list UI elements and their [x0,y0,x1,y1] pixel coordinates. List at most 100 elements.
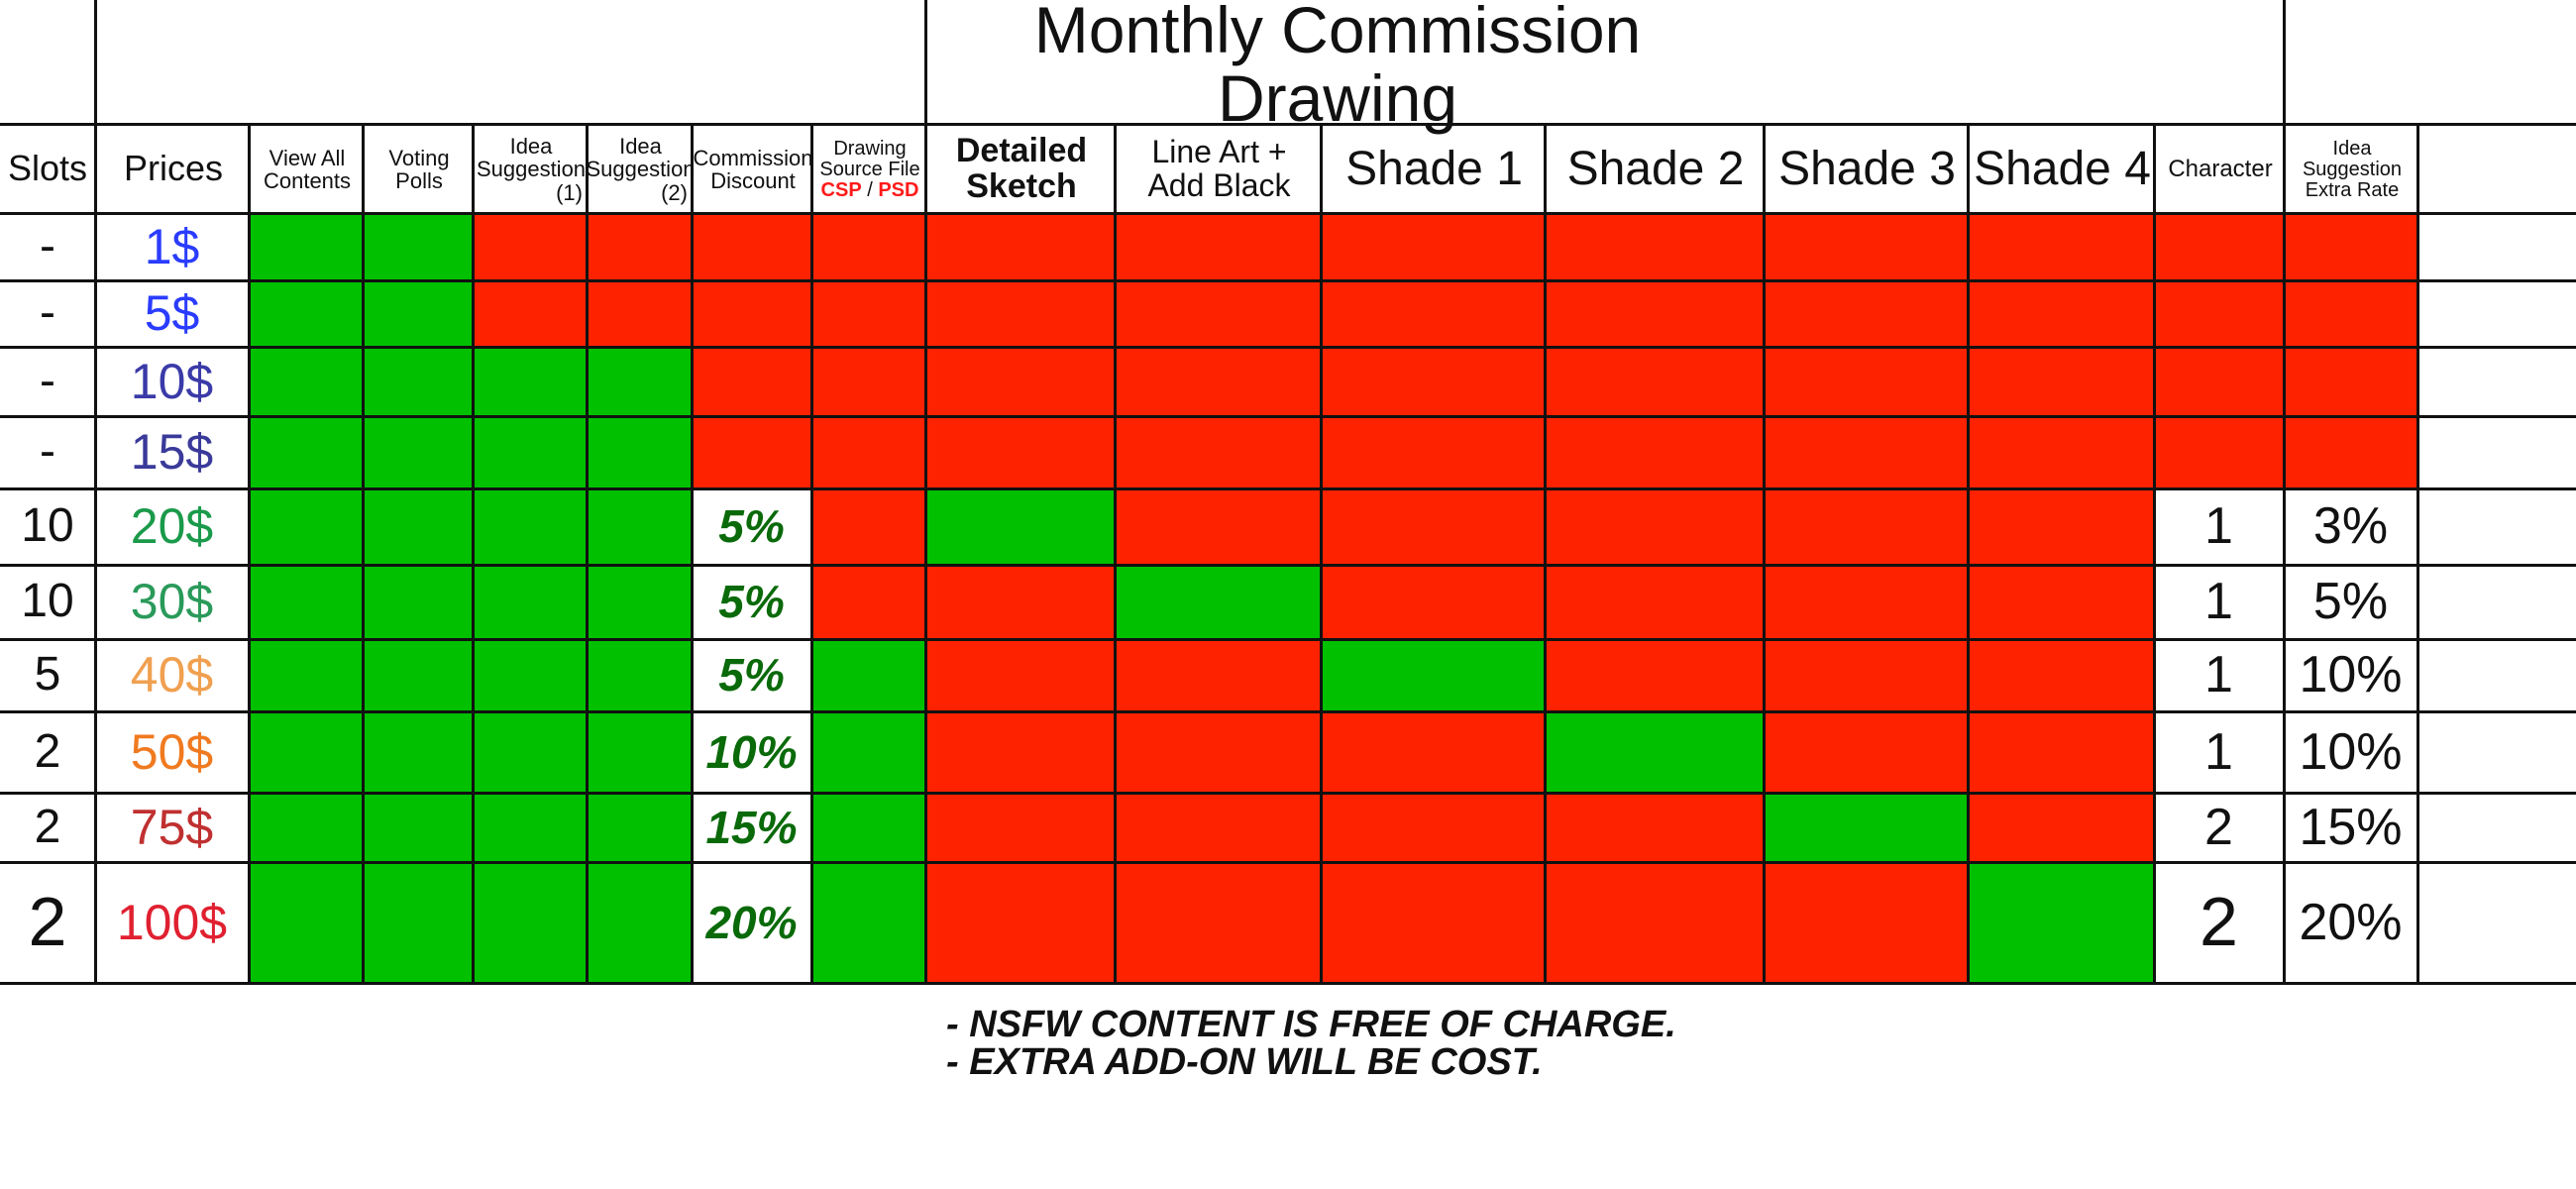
feature-cell [2284,639,2417,711]
feature-cell [249,416,363,488]
feature-cell [1115,793,1321,862]
feature-cell [1321,793,1545,862]
price: 10$ [130,353,214,409]
column-divider [2153,124,2156,983]
feature-cell [363,793,473,862]
row-divider [0,212,2576,215]
feature-cell [2154,862,2284,983]
feature-cell [1968,280,2154,347]
feature-cell [587,488,692,565]
feature-cell [925,639,1115,711]
feature-cell [1764,862,1968,983]
feature-cell [811,488,925,565]
feature-cell [1968,639,2154,711]
feature-cell [692,213,811,280]
feature-cell [1321,213,1545,280]
feature-cell [2284,711,2417,793]
slots-count: - [40,425,55,479]
feature-cell [473,488,587,565]
extra-rate: 15% [2299,798,2403,856]
column-divider [1967,124,1970,983]
column-divider [1320,124,1323,983]
feature-cell [1545,565,1764,639]
psd-label: PSD [878,178,919,201]
feature-cell [811,565,925,639]
feature-cell [925,565,1115,639]
feature-cell [249,862,363,983]
feature-cell [1545,793,1764,862]
header-character: Character [2168,156,2273,183]
feature-cell [2284,213,2417,280]
feature-cell [1968,565,2154,639]
row-divider [0,982,2576,985]
feature-cell [811,793,925,862]
feature-cell [811,347,925,416]
feature-cell [1545,280,1764,347]
column-divider [810,124,813,983]
character-count: 1 [2204,573,2233,631]
feature-cell [473,565,587,639]
row-divider [0,792,2576,795]
feature-cell [692,793,811,862]
header-view-all: View All Contents [263,145,352,193]
extra-rate: 10% [2299,646,2403,704]
feature-cell [249,213,363,280]
price: 50$ [130,723,214,780]
feature-cell [2284,793,2417,862]
feature-cell [811,711,925,793]
feature-cell [587,280,692,347]
feature-cell [249,347,363,416]
feature-cell [473,639,587,711]
csp-label: CSP [820,178,862,201]
note-addon: - EXTRA ADD-ON WILL BE COST. [946,1041,1543,1083]
character-count: 1 [2204,646,2233,704]
feature-cell [1968,213,2154,280]
feature-cell [1764,347,1968,416]
page-title: Monthly Commission Drawing [1033,0,1642,135]
header-source-file-label: Drawing Source File [819,137,920,180]
notes: - NSFW CONTENT IS FREE OF CHARGE. - EXTR… [946,1006,1676,1081]
column-divider [1114,124,1117,983]
feature-cell [1545,639,1764,711]
price: 15$ [130,424,214,481]
feature-cell [1115,280,1321,347]
feature-cell [1764,416,1968,488]
header-idea-1: Idea Suggestion (1) [476,127,587,212]
feature-cell [1115,488,1321,565]
feature-cell [1115,416,1321,488]
extra-rate: 20% [2299,893,2403,951]
column-divider [94,0,97,983]
feature-cell [2284,280,2417,347]
feature-cell [363,565,473,639]
header-prices: Prices [123,148,224,189]
slots-count: 5 [34,648,61,702]
feature-cell [1764,565,1968,639]
feature-cell [363,488,473,565]
column-divider [362,124,365,983]
feature-cell [249,565,363,639]
row-divider [0,415,2576,418]
header-idea-extra-rate: Idea Suggestion Extra Rate [2302,137,2403,201]
feature-cell [925,347,1115,416]
feature-cell [2284,488,2417,565]
row-divider [0,123,2576,126]
feature-cell [1321,639,1545,711]
feature-cell [1764,280,1968,347]
feature-cell [1968,862,2154,983]
header-shade-4: Shade 4 [1974,142,2151,195]
feature-cell [587,565,692,639]
header-slots: Slots [7,148,88,189]
feature-cell [363,862,473,983]
row-divider [0,710,2576,713]
feature-cell [1764,213,1968,280]
feature-cell [1545,213,1764,280]
feature-cell [249,711,363,793]
price: 100$ [116,894,228,950]
feature-cell [692,711,811,793]
feature-cell [1968,416,2154,488]
column-divider [1544,124,1547,983]
header-voting: Voting Polls [388,145,450,193]
price: 20$ [130,498,214,555]
feature-cell [473,416,587,488]
feature-cell [811,280,925,347]
